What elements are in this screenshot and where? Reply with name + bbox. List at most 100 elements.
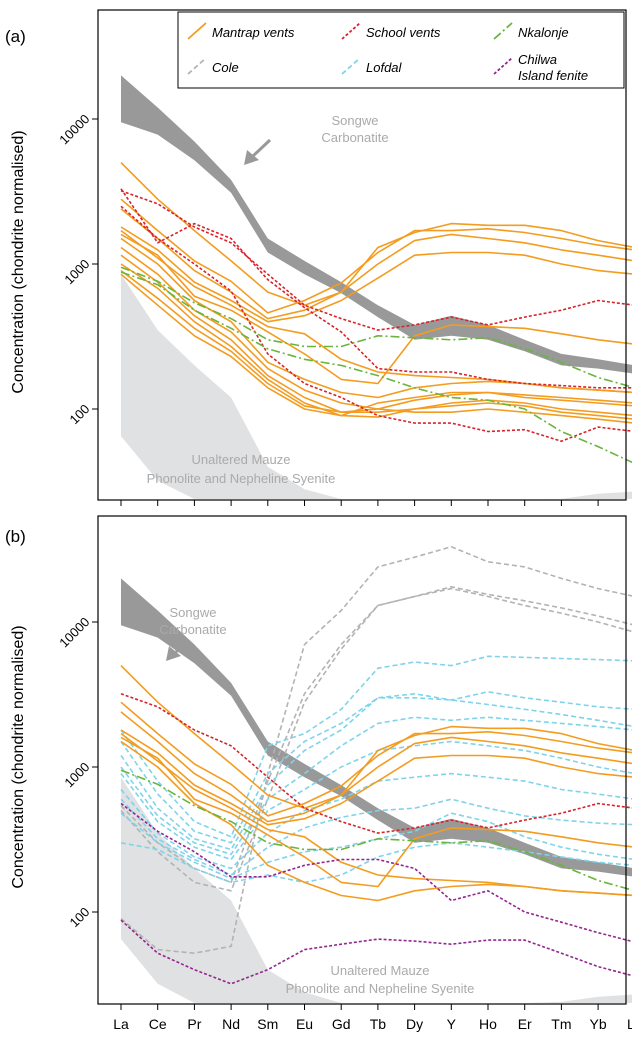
songwe-label-b-1: Songwe	[170, 605, 217, 620]
y-tick-label-1000: 1000	[61, 256, 92, 287]
series-mantrap-11	[120, 229, 632, 394]
songwe-arrow-b	[166, 638, 190, 661]
panel-a-y-ticks: 100 1000 10000	[56, 111, 98, 427]
x-tick-label-Y: Y	[447, 1016, 457, 1032]
panel-a: (a) Concentration (chondrite normalised)…	[5, 9, 632, 506]
series-school-12	[120, 190, 632, 331]
series-mantrap-3	[120, 226, 632, 323]
series-mantrap-2	[120, 208, 632, 320]
panel-b-y-ticks: 100 1000 10000	[56, 614, 98, 930]
songwe-label-b-2: Carbonatite	[159, 622, 226, 637]
mauze-label-b-1: Unaltered Mauze	[331, 963, 430, 978]
series-chilwa-22	[120, 919, 632, 985]
x-tick-label-Tm: Tm	[551, 1016, 571, 1032]
panel-a-frame	[97, 9, 627, 501]
series-mantrap-13	[120, 701, 632, 817]
series-nkalonje-20	[120, 769, 632, 891]
series-mantrap-0	[120, 162, 632, 307]
panel-b-x-ticks: La Ce Pr Nd Sm Eu Gd Tb Dy Y Ho Er Tm Yb Lu	[113, 1004, 632, 1032]
legend-swatch-school	[341, 22, 361, 40]
series-mantrap-10	[120, 273, 632, 417]
panel-b-series	[120, 545, 632, 985]
band-1	[121, 274, 632, 499]
band-1-tail	[121, 994, 632, 1003]
series-cole-2	[120, 587, 632, 892]
mauze-label-b-2: Phonolite and Nepheline Syenite	[286, 981, 475, 996]
series-mantrap-14	[120, 711, 632, 823]
legend-swatch-cole	[187, 57, 207, 75]
series-cole-0	[120, 545, 632, 955]
legend-label-school: School vents	[366, 25, 441, 40]
legend-box	[177, 11, 625, 89]
x-tick-label-Er: Er	[518, 1016, 532, 1032]
y-tick-label-100: 100	[67, 401, 93, 427]
panel-b-label: (b)	[5, 527, 26, 546]
series-nkalonje-15	[120, 266, 632, 388]
panel-b-bands	[121, 578, 632, 1003]
series-lofdal-4	[120, 690, 632, 844]
x-tick-label-Pr: Pr	[187, 1016, 201, 1032]
series-school-13	[120, 188, 632, 389]
legend-label-chilwa-2: Island fenite	[518, 68, 588, 83]
legend-swatch-mantrap	[187, 22, 207, 40]
legend-label-lofdal: Lofdal	[366, 60, 403, 75]
band-0	[121, 578, 632, 877]
x-tick-label-Ce: Ce	[149, 1016, 167, 1032]
x-tick-label-Dy: Dy	[406, 1016, 423, 1032]
series-lofdal-6	[120, 716, 632, 856]
x-tick-label-Lu: Lu	[627, 1016, 632, 1032]
legend: Mantrap vents School vents Nkalonje Cole Lof…	[177, 11, 625, 89]
x-tick-label-Gd: Gd	[332, 1016, 351, 1032]
x-tick-label-Ho: Ho	[479, 1016, 497, 1032]
x-tick-label-Eu: Eu	[296, 1016, 313, 1032]
legend-swatch-chilwa	[493, 57, 513, 75]
x-tick-label-La: La	[113, 1016, 129, 1032]
series-mantrap-9	[120, 269, 632, 414]
legend-swatch-nkalonje	[493, 22, 513, 40]
series-mantrap-12	[120, 665, 632, 810]
series-lofdal-5	[120, 696, 632, 851]
panel-b: (b) Concentration (chondrite normalised)…	[5, 515, 632, 1032]
panel-a-bands	[121, 75, 632, 499]
series-lofdal-3	[120, 655, 632, 838]
songwe-label-a-1: Songwe	[332, 113, 379, 128]
series-mantrap-18	[120, 732, 632, 897]
band-1-tail	[121, 491, 632, 499]
x-tick-label-Yb: Yb	[590, 1016, 607, 1032]
x-tick-label-Tb: Tb	[370, 1016, 387, 1032]
y-tick-label-10000: 10000	[56, 614, 92, 650]
x-tick-label-Sm: Sm	[257, 1016, 278, 1032]
series-mantrap-8	[120, 263, 632, 418]
series-mantrap-15	[120, 729, 632, 826]
series-mantrap-16	[120, 736, 632, 888]
songwe-arrow-a	[244, 138, 272, 165]
legend-label-cole: Cole	[212, 60, 239, 75]
y-axis-label-a: Concentration (chondrite normalised)	[10, 130, 27, 393]
series-lofdal-9	[120, 798, 632, 876]
y-tick-label-1000: 1000	[61, 759, 92, 790]
band-1	[121, 777, 632, 1003]
series-mantrap-7	[120, 254, 632, 420]
series-school-19	[120, 693, 632, 834]
mauze-label-a-2: Phonolite and Nepheline Syenite	[147, 471, 336, 486]
y-tick-label-100: 100	[67, 904, 93, 930]
legend-swatch-lofdal	[341, 57, 361, 75]
legend-label-nkalonje: Nkalonje	[518, 25, 569, 40]
panel-b-frame	[97, 515, 627, 1005]
y-axis-label-b: Concentration (chondrite normalised)	[10, 625, 27, 888]
series-mantrap-4	[120, 233, 632, 385]
series-chilwa-21	[120, 802, 632, 943]
mauze-label-a-1: Unaltered Mauze	[192, 452, 291, 467]
series-nkalonje-16	[120, 271, 632, 464]
legend-label-mantrap: Mantrap vents	[212, 25, 295, 40]
songwe-label-a-2: Carbonatite	[321, 130, 388, 145]
x-tick-label-Nd: Nd	[222, 1016, 240, 1032]
series-mantrap-1	[120, 198, 632, 314]
panel-a-x-ticks	[120, 500, 599, 506]
series-lofdal-11	[120, 841, 632, 884]
series-cole-1	[120, 585, 632, 884]
panel-a-label: (a)	[5, 27, 26, 46]
y-tick-label-10000: 10000	[56, 111, 92, 147]
band-0	[121, 75, 632, 374]
